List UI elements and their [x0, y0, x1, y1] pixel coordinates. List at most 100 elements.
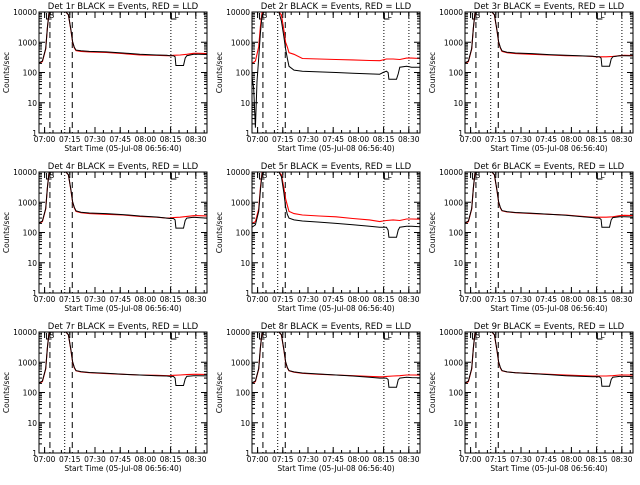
x-tick-label: 08:30 — [611, 455, 633, 464]
x-axis-label: Start Time (05-Jul-08 06:56:40) — [490, 304, 607, 313]
series-lld-line — [39, 12, 207, 64]
panel-title: Det 6r BLACK = Events, RED = LLD — [474, 162, 625, 172]
y-tick-label: 10 — [453, 259, 463, 268]
y-tick-label: 1000 — [231, 198, 250, 207]
y-tick-label: 10 — [27, 419, 37, 428]
y-tick-label: 1 — [458, 449, 463, 458]
x-tick-label: 07:45 — [535, 455, 557, 464]
x-tick-label: 08:30 — [611, 135, 633, 144]
x-tick-label: 07:45 — [322, 295, 344, 304]
x-tick-label: 08:00 — [348, 455, 370, 464]
x-tick-label: 07:45 — [109, 135, 131, 144]
x-tick-label: 08:30 — [398, 455, 420, 464]
series-lld-line — [465, 12, 633, 64]
bracket-marker-label: S — [263, 331, 268, 340]
x-tick-label: 08:15 — [586, 455, 608, 464]
x-tick-label: 08:30 — [611, 295, 633, 304]
bracket-marker-label: S — [263, 171, 268, 180]
y-tick-label: 10 — [453, 99, 463, 108]
x-tick-label: 07:45 — [322, 455, 344, 464]
y-tick-label: 1000 — [444, 198, 463, 207]
x-tick-label: 07:00 — [460, 455, 482, 464]
bracket-marker-label: S — [50, 171, 55, 180]
series-lld-line — [252, 12, 420, 64]
x-tick-label: 07:00 — [34, 455, 56, 464]
bracket-marker — [170, 333, 177, 340]
y-tick-label: 1000 — [18, 38, 37, 47]
bracket-marker-label: L — [387, 11, 392, 20]
x-tick-label: 07:30 — [297, 455, 319, 464]
x-tick-label: 08:15 — [586, 295, 608, 304]
x-tick-label: 07:00 — [247, 455, 269, 464]
x-tick-label: 07:30 — [297, 295, 319, 304]
x-tick-label: 08:30 — [398, 135, 420, 144]
x-tick-label: 07:30 — [84, 295, 106, 304]
x-tick-label: 07:45 — [322, 135, 344, 144]
bracket-marker — [596, 333, 603, 340]
x-tick-label: 07:00 — [247, 135, 269, 144]
axes-frame — [464, 331, 634, 454]
x-tick-label: 08:00 — [561, 455, 583, 464]
bracket-marker-label: L — [600, 11, 605, 20]
axes-frame — [251, 171, 421, 294]
x-tick-label: 07:15 — [272, 135, 294, 144]
bracket-marker-label: L — [387, 331, 392, 340]
y-axis-label: Counts/sec — [428, 372, 437, 413]
y-tick-label: 10 — [27, 259, 37, 268]
y-tick-label: 10000 — [226, 328, 250, 337]
series-lld-line — [465, 172, 633, 224]
x-tick-label: 07:45 — [109, 295, 131, 304]
y-tick-label: 1 — [245, 129, 250, 138]
x-tick-label: 08:00 — [561, 135, 583, 144]
bracket-marker-label: L — [600, 331, 605, 340]
bracket-marker-label: S — [476, 171, 481, 180]
bracket-marker-label: L — [600, 171, 605, 180]
panel-title: Det 5r BLACK = Events, RED = LLD — [261, 162, 412, 172]
series-lld-line — [252, 172, 420, 224]
x-tick-label: 07:00 — [34, 135, 56, 144]
bracket-marker-label: L — [174, 171, 179, 180]
y-tick-label: 100 — [449, 389, 464, 398]
y-tick-label: 10 — [240, 99, 250, 108]
y-axis-label: Counts/sec — [428, 52, 437, 93]
x-axis-label: Start Time (05-Jul-08 06:56:40) — [490, 464, 607, 473]
panel-title: Det 3r BLACK = Events, RED = LLD — [474, 2, 625, 12]
axes-frame — [464, 171, 634, 294]
x-tick-label: 08:15 — [373, 455, 395, 464]
x-tick-label: 07:00 — [34, 295, 56, 304]
series-events-line — [465, 12, 633, 67]
y-tick-label: 1 — [245, 289, 250, 298]
bracket-marker — [46, 13, 52, 20]
panel-title: Det 2r BLACK = Events, RED = LLD — [261, 2, 412, 12]
bracket-marker — [472, 173, 478, 180]
y-tick-label: 10000 — [13, 8, 37, 17]
y-tick-label: 1000 — [444, 38, 463, 47]
y-tick-label: 1 — [458, 289, 463, 298]
x-tick-label: 08:30 — [185, 455, 207, 464]
x-tick-label: 07:30 — [84, 135, 106, 144]
y-tick-label: 10 — [27, 99, 37, 108]
series-events-line — [39, 332, 207, 386]
x-tick-label: 07:15 — [485, 135, 507, 144]
bracket-marker — [383, 333, 390, 340]
bracket-marker — [383, 13, 390, 20]
y-tick-label: 10000 — [439, 168, 463, 177]
x-axis-label: Start Time (05-Jul-08 06:56:40) — [64, 304, 181, 313]
x-axis-label: Start Time (05-Jul-08 06:56:40) — [277, 144, 394, 153]
y-axis-label: Counts/sec — [2, 52, 11, 93]
panel-title: Det 1r BLACK = Events, RED = LLD — [48, 2, 199, 12]
y-tick-label: 10000 — [439, 328, 463, 337]
x-tick-label: 07:15 — [272, 455, 294, 464]
x-tick-label: 08:15 — [160, 295, 182, 304]
x-tick-label: 08:15 — [373, 295, 395, 304]
x-tick-label: 08:30 — [185, 295, 207, 304]
bracket-marker — [472, 13, 478, 20]
bracket-marker — [46, 333, 52, 340]
x-tick-label: 07:30 — [297, 135, 319, 144]
